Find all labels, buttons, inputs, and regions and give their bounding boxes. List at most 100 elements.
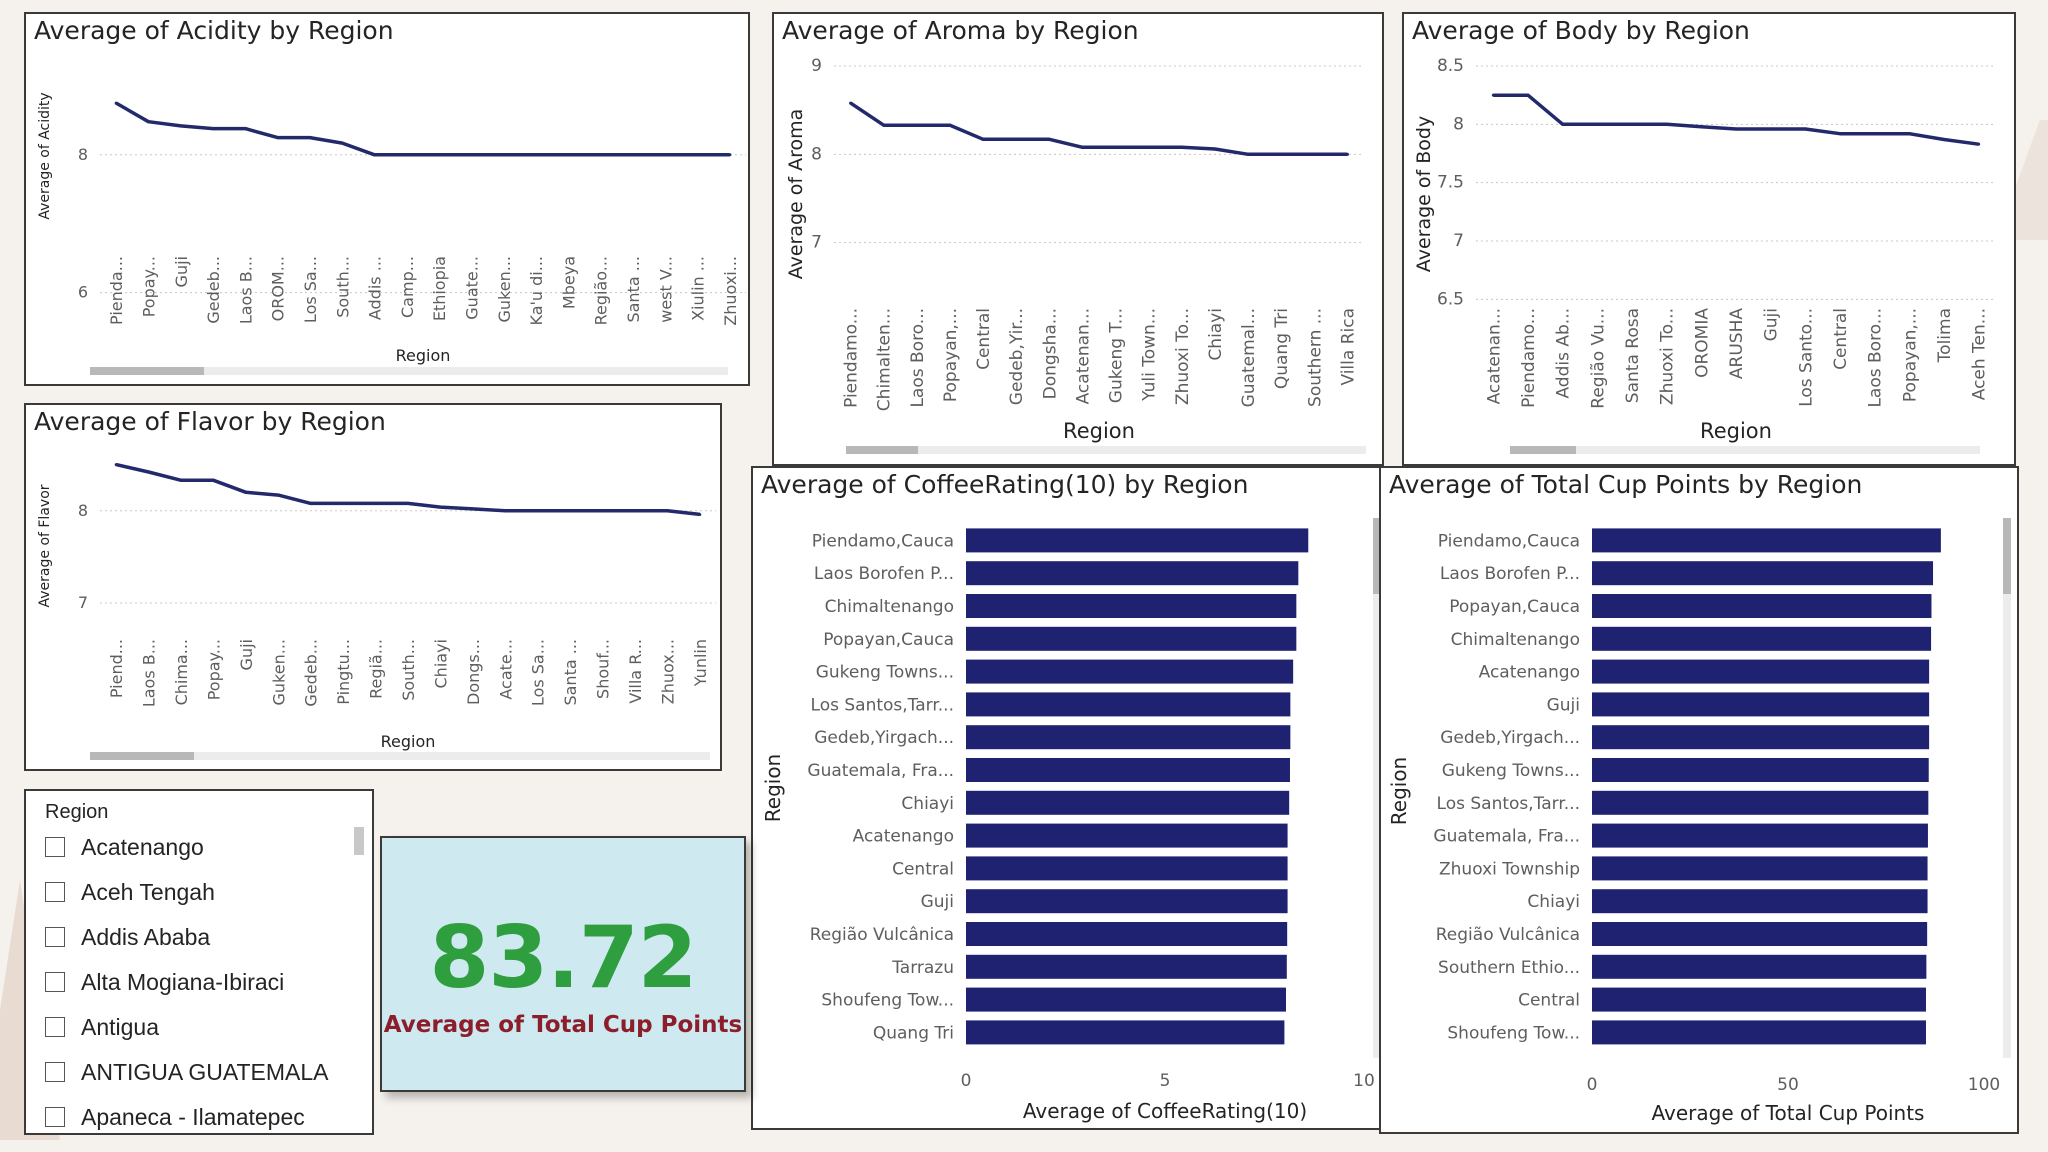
checkbox[interactable] <box>45 1062 65 1082</box>
x-tick-label: Yuli Town... <box>1140 308 1160 402</box>
data-point <box>243 127 247 131</box>
y-tick-label: 7 <box>1453 231 1464 251</box>
x-axis-title: Region <box>396 346 451 365</box>
slicer-item[interactable]: Alta Mogiana-Ibiraci <box>45 962 284 1002</box>
coffeerating-chart-panel[interactable]: Average of CoffeeRating(10) by Region 0 5… <box>751 466 1381 1130</box>
x-tick-label: Popayan,... <box>1900 308 1920 402</box>
y-tick-label: 6.5 <box>1437 289 1464 309</box>
series-line <box>1493 93 1979 146</box>
checkbox[interactable] <box>45 1017 65 1037</box>
data-point <box>244 490 248 494</box>
data-point <box>849 101 853 105</box>
y-tick-label: Guji <box>1547 695 1580 715</box>
x-axis-title: Region <box>1063 419 1135 443</box>
slicer-item-label: Aceh Tengah <box>81 878 215 905</box>
checkbox[interactable] <box>45 972 65 992</box>
data-point <box>1561 122 1565 126</box>
x-tick-label: west V... <box>656 256 675 323</box>
y-tick-label: Zhuoxi Township <box>1439 859 1580 879</box>
y-tick-label: Chiayi <box>1527 892 1580 912</box>
aroma-chart-panel[interactable]: Average of Aroma by Region 7 8 9 Piendamo..… <box>772 12 1384 466</box>
y-tick-label: 8 <box>1453 114 1464 134</box>
data-point <box>437 153 441 157</box>
data-point <box>566 153 570 157</box>
data-point <box>1873 132 1877 136</box>
x-axis-title: Region <box>1700 419 1772 443</box>
totalcup-bar-chart: 0 50 100 Piendamo,Cauca Laos Borofen P... Pop… <box>1387 518 2011 1125</box>
series-line <box>849 101 1348 157</box>
x-tick-label: Gedeb... <box>302 639 321 707</box>
y-axis-title: Average of Flavor <box>37 484 53 607</box>
checkbox[interactable] <box>45 837 65 857</box>
data-point <box>406 501 410 505</box>
x-tick-label: Popay... <box>139 256 158 317</box>
body-chart-panel[interactable]: Average of Body by Region 6.5 7 7.5 8 8.5 Aca… <box>1402 12 2016 466</box>
x-tick-label: Camp... <box>398 256 417 318</box>
kpi-value: 83.72 <box>429 908 697 1008</box>
x-tick-label: Piend... <box>107 639 126 698</box>
slicer-item[interactable]: Aceh Tengah <box>45 872 215 912</box>
coffeerating-chart-title: Average of CoffeeRating(10) by Region <box>761 470 1249 499</box>
data-point <box>663 153 667 157</box>
bar <box>966 823 1288 848</box>
slicer-item-label: Acatenango <box>81 833 204 860</box>
x-tick-label: 10 <box>1353 1071 1375 1091</box>
x-tick-label: Guji <box>172 256 191 287</box>
bar <box>966 954 1287 979</box>
x-tick-label: Laos B... <box>236 256 255 324</box>
flavor-chart-title: Average of Flavor by Region <box>34 407 386 436</box>
x-tick-label: Guatemal... <box>1239 308 1259 407</box>
data-point <box>211 478 215 482</box>
bar <box>966 659 1294 684</box>
scrollbar-thumb <box>2003 518 2011 594</box>
slicer-scrollbar[interactable] <box>354 827 364 855</box>
data-point <box>308 136 312 140</box>
scrollbar-thumb <box>1510 446 1576 454</box>
slicer-item[interactable]: Antigua <box>45 1007 159 1047</box>
y-tick-label: Los Santos,Tarr... <box>1437 794 1580 814</box>
region-slicer[interactable]: Region Acatenango Aceh Tengah Addis Ababa A… <box>24 789 374 1135</box>
x-tick-label: Chimalten... <box>875 308 895 411</box>
bar <box>1592 856 1928 881</box>
bar <box>1592 954 1927 979</box>
data-point <box>341 501 345 505</box>
x-tick-label: Central <box>1831 308 1851 370</box>
x-tick-label: 0 <box>1587 1075 1598 1095</box>
y-tick-label: Popayan,Cauca <box>823 630 954 650</box>
x-tick-label: Xiulin ... <box>689 256 708 321</box>
y-axis-title: Region <box>761 754 785 822</box>
checkbox[interactable] <box>45 1107 65 1127</box>
bar <box>1592 1020 1926 1045</box>
flavor-chart-panel[interactable]: Average of Flavor by Region 7 8 Piend... La… <box>24 403 722 771</box>
x-tick-label: Pingtu... <box>334 639 353 705</box>
slicer-item[interactable]: ANTIGUA GUATEMALA <box>45 1052 329 1092</box>
data-point <box>1526 93 1530 97</box>
x-tick-label: Quang Tri <box>1272 308 1292 389</box>
totalcup-chart-panel[interactable]: Average of Total Cup Points by Region 0 5… <box>1379 466 2019 1134</box>
data-point <box>728 153 732 157</box>
bar <box>1592 922 1928 946</box>
x-tick-label: 5 <box>1160 1071 1171 1091</box>
data-point <box>471 507 475 511</box>
slicer-item[interactable]: Apaneca - Ilamatepec <box>45 1097 305 1133</box>
x-tick-label: Pienda... <box>107 256 126 325</box>
y-tick-label: Piendamo,Cauca <box>812 531 954 551</box>
data-point <box>147 470 151 474</box>
checkbox[interactable] <box>45 882 65 902</box>
data-point <box>568 509 572 513</box>
x-tick-label: ARUSHA <box>1727 308 1747 379</box>
data-point <box>981 137 985 141</box>
kpi-label: Average of Total Cup Points <box>383 1012 743 1038</box>
slicer-item[interactable]: Addis Ababa <box>45 917 210 957</box>
slicer-item[interactable]: Acatenango <box>45 827 204 867</box>
data-point <box>340 141 344 145</box>
x-tick-label: Aceh Ten... <box>1970 308 1990 400</box>
data-point <box>1047 137 1051 141</box>
x-tick-label: Região Vu... <box>1588 308 1608 409</box>
acidity-chart-panel[interactable]: Average of Acidity by Region 6 8 Pienda...… <box>24 12 750 386</box>
x-tick-label: Southern ... <box>1305 308 1325 407</box>
checkbox[interactable] <box>45 927 65 947</box>
x-tick-label: Popayan,... <box>941 308 961 402</box>
bar <box>966 922 1288 946</box>
bar <box>966 561 1299 586</box>
